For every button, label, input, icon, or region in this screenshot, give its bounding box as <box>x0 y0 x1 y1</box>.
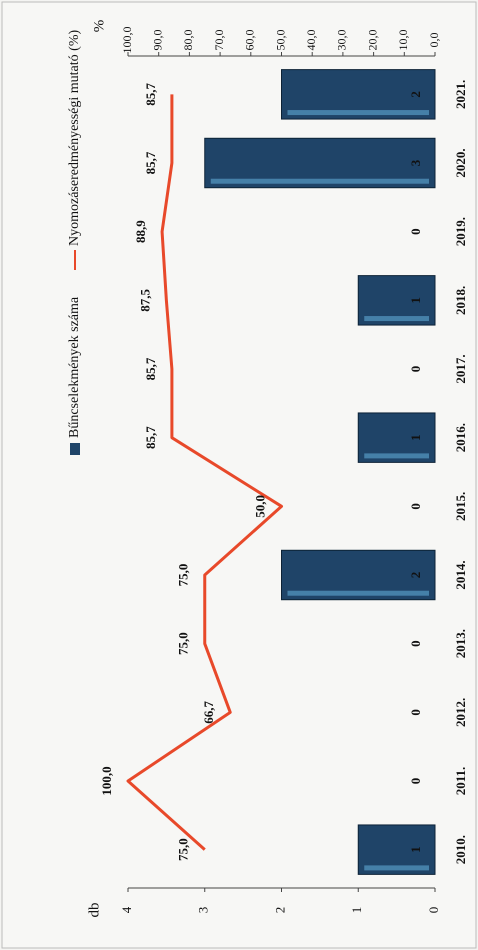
x-tick-label: 2016. <box>453 423 468 452</box>
bar-highlight <box>287 590 429 596</box>
bar-value-label: 2 <box>408 91 423 98</box>
y2-tick-label: 40,0 <box>304 30 318 51</box>
bar <box>357 824 436 875</box>
line-value-label: 75,0 <box>176 632 191 655</box>
y-tick-label: 4 <box>119 906 134 913</box>
line-value-label: 88,9 <box>133 220 148 243</box>
line-value-label: 85,7 <box>143 426 158 449</box>
y2-tick-label: 30,0 <box>335 30 349 51</box>
line-value-label: 85,7 <box>143 151 158 174</box>
bar-highlight <box>364 865 429 871</box>
rotated-chart: db%012340,010,020,030,040,050,060,070,08… <box>67 20 468 918</box>
x-tick-label: 2011. <box>453 767 468 796</box>
x-tick-label: 2017. <box>453 354 468 383</box>
bar <box>281 69 436 120</box>
x-tick-label: 2015. <box>453 492 468 521</box>
bar <box>357 275 436 326</box>
y2-tick-label: 0,0 <box>427 33 441 48</box>
y2-tick-label: 60,0 <box>243 30 257 51</box>
line-value-label: 75,0 <box>176 838 191 861</box>
bar-value-label: 0 <box>408 709 423 716</box>
x-tick-label: 2014. <box>453 560 468 589</box>
x-tick-label: 2019. <box>453 217 468 246</box>
bar-value-label: 1 <box>408 434 423 441</box>
line-value-label: 85,7 <box>143 357 158 380</box>
y2-axis-label: % <box>91 20 107 33</box>
line-value-label: 50,0 <box>252 495 267 518</box>
bar-value-label: 0 <box>408 503 423 510</box>
line-value-label: 75,0 <box>176 564 191 587</box>
bar-highlight <box>287 110 429 116</box>
y-tick-label: 3 <box>196 907 211 914</box>
line-value-label: 66,7 <box>201 700 216 723</box>
y2-tick-label: 10,0 <box>396 30 410 51</box>
bar-value-label: 0 <box>408 366 423 373</box>
x-tick-label: 2012. <box>453 698 468 727</box>
y-tick-label: 2 <box>272 907 287 914</box>
x-tick-label: 2021. <box>453 80 468 109</box>
legend-swatch <box>70 443 80 455</box>
y2-tick-label: 50,0 <box>273 30 287 51</box>
bar <box>357 412 436 463</box>
y2-tick-label: 90,0 <box>150 30 164 51</box>
line <box>126 94 283 851</box>
y2-tick-label: 70,0 <box>212 30 226 51</box>
bar-value-label: 1 <box>408 297 423 304</box>
line-value-label: 85,7 <box>143 82 158 105</box>
y-tick-label: 1 <box>349 907 364 914</box>
x-tick-label: 2013. <box>453 629 468 658</box>
legend-label: Nyomozáseredményességi mutató (%) <box>67 30 82 246</box>
bar-value-label: 3 <box>408 159 423 166</box>
y-tick-label: 0 <box>426 907 441 914</box>
bar <box>204 137 436 189</box>
bar-value-label: 0 <box>408 778 423 785</box>
bar-highlight <box>364 316 429 322</box>
line-value-label: 87,5 <box>137 288 152 311</box>
x-tick-label: 2020. <box>453 148 468 177</box>
y2-tick-label: 20,0 <box>365 30 379 51</box>
line-value-label: 100,0 <box>99 766 114 795</box>
x-tick-label: 2010. <box>453 835 468 864</box>
bar-highlight <box>210 178 429 184</box>
bar <box>281 549 436 601</box>
bar-highlight <box>364 453 429 459</box>
y2-tick-label: 100,0 <box>120 27 134 54</box>
x-tick-label: 2018. <box>453 286 468 315</box>
y2-tick-label: 80,0 <box>181 30 195 51</box>
y-axis-label: db <box>86 903 102 918</box>
bar-value-label: 1 <box>408 846 423 853</box>
bar-value-label: 0 <box>408 228 423 235</box>
bar-value-label: 0 <box>408 640 423 647</box>
bar-value-label: 2 <box>408 572 423 579</box>
legend-label: Bűncselekmények száma <box>67 296 82 438</box>
